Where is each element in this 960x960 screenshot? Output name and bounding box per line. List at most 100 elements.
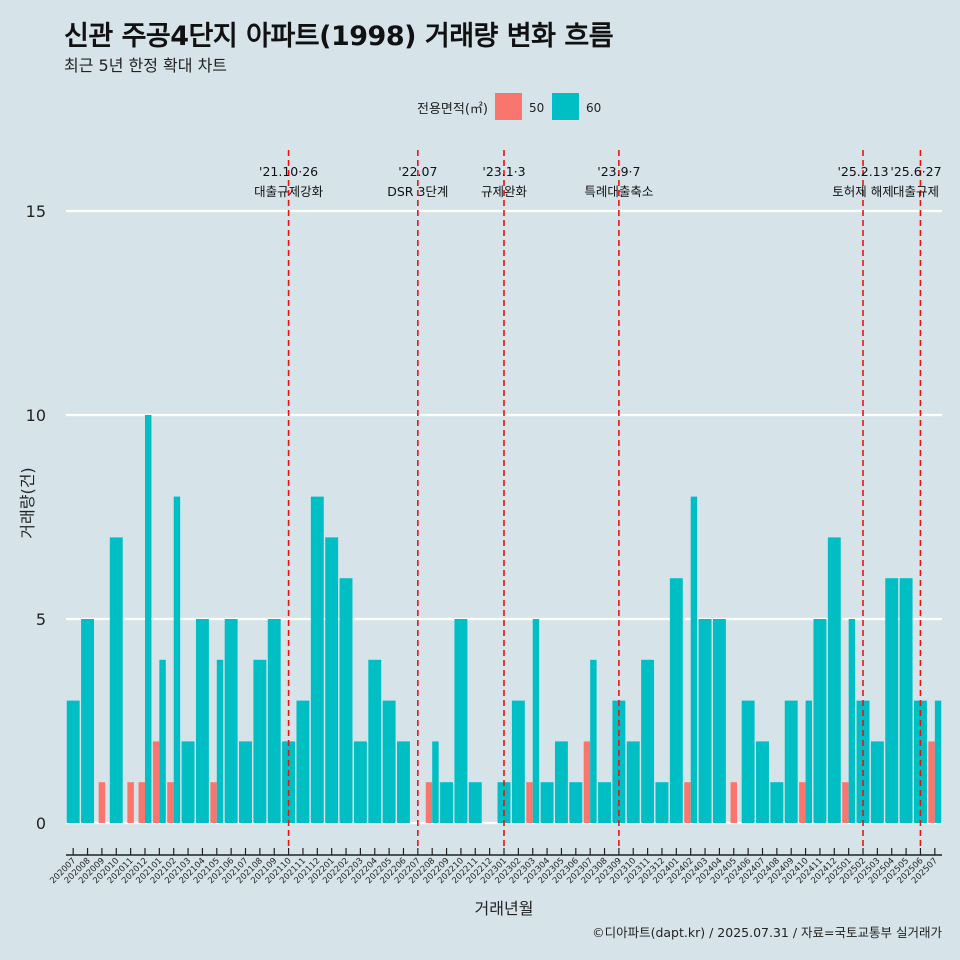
bar-60 [756,741,769,823]
event-label: 규제완화 [481,184,528,199]
bar-60 [626,741,640,823]
bar-50 [583,741,591,823]
bar-60 [432,741,439,823]
event-date-label: '21.10·26 [259,164,318,179]
bar-60 [253,659,267,823]
x-axis-label: 거래년월 [475,899,534,918]
bar-60 [712,619,726,823]
event-date-label: '23.1·3 [482,164,525,179]
event-label: 토허제 해제 [832,184,893,199]
event-label: 대출규제 [893,184,939,199]
event-markers: '21.10·26 대출규제강화 '22.07 DSR 3단계 '23.1·3 규제완화 '… [254,150,942,848]
bar-60 [532,619,540,823]
bar-50 [842,782,849,823]
bar-60 [698,619,712,823]
bar-60 [669,578,683,823]
bar-50 [152,741,160,823]
bar-60 [109,537,123,823]
bar-60 [827,537,841,823]
bar-50 [526,782,533,823]
legend-title: 전용면적(㎡) [417,102,488,117]
event-date-label: '25.6·27 [890,164,941,179]
event-date-label: '23.9·7 [597,164,640,179]
legend-swatch-50 [495,93,522,120]
bar-60 [66,700,80,823]
event-label: 대출규제강화 [254,184,324,199]
bar-60 [569,782,583,823]
bar-60 [397,741,410,823]
bar-50 [684,782,691,823]
bar-60 [848,619,856,823]
bar-60 [805,700,813,823]
bar-60 [181,741,195,823]
y-tick-label: 10 [26,406,46,425]
bar-50 [928,741,935,823]
bar-60 [267,619,281,823]
bar-60 [641,659,655,823]
event-date-label: '22.07 [398,164,437,179]
caption-source: 자료=국토교통부 실거래가 [789,925,942,940]
bar-60 [339,578,353,823]
event-date-label: '25.2.13 [837,164,888,179]
y-tick-label: 15 [26,202,46,221]
bar-50 [167,782,174,823]
caption: ©디아파트(dapt.kr)2025.07.31자료=국토교통부 실거래가 [592,922,942,941]
bar-50 [730,782,738,823]
bar-60 [770,782,784,823]
bar-60 [598,782,611,823]
chart-subtitle: 최근 5년 한정 확대 차트 [64,56,228,75]
bar-60 [511,700,525,823]
bar-60 [239,741,252,823]
bar-60 [195,619,209,823]
bar-60 [540,782,554,823]
bar-60 [296,700,310,823]
bar-60 [353,741,367,823]
event-label: 특례대출축소 [584,184,653,199]
bar-60 [159,659,166,823]
bar-60 [885,578,899,823]
caption-date: 2025.07.31 [705,925,789,940]
y-tick-label: 5 [36,610,46,629]
legend-label-60: 60 [586,101,601,115]
bar-60 [655,782,669,823]
legend-label-50: 50 [529,101,544,115]
legend: 전용면적(㎡) 50 60 [417,93,601,120]
bar-50 [138,782,145,823]
bar-60 [899,578,913,823]
event-label: DSR 3단계 [387,184,448,199]
bar-60 [173,496,181,823]
bar-50 [98,782,106,823]
bar-60 [216,659,224,823]
bars [66,415,942,823]
y-axis: 0 5 10 15 [26,202,46,833]
x-axis: 2020072020082020092020102020112020122021… [48,848,942,886]
bar-60 [813,619,827,823]
bar-60 [784,700,798,823]
bar-60 [440,782,454,823]
bar-60 [224,619,238,823]
bar-60 [554,741,568,823]
bar-50 [425,782,433,823]
bar-60 [468,782,482,823]
bar-60 [325,537,339,823]
bar-60 [934,700,942,823]
bar-60 [690,496,698,823]
bar-60 [741,700,755,823]
y-tick-label: 0 [36,814,46,833]
chart-title: 신관 주공4단지 아파트(1998) 거래량 변화 흐름 [64,21,614,52]
bar-60 [144,415,152,823]
bar-60 [310,496,324,823]
bar-50 [799,782,806,823]
bar-60 [368,659,382,823]
bar-60 [870,741,884,823]
bar-60 [81,619,95,823]
bar-60 [454,619,468,823]
bar-60 [590,659,597,823]
y-axis-label: 거래량(건) [18,467,37,538]
bar-50 [127,782,134,823]
bar-60 [382,700,396,823]
legend-swatch-60 [552,93,579,120]
caption-site: ©디아파트(dapt.kr) [592,925,706,940]
bar-50 [210,782,217,823]
